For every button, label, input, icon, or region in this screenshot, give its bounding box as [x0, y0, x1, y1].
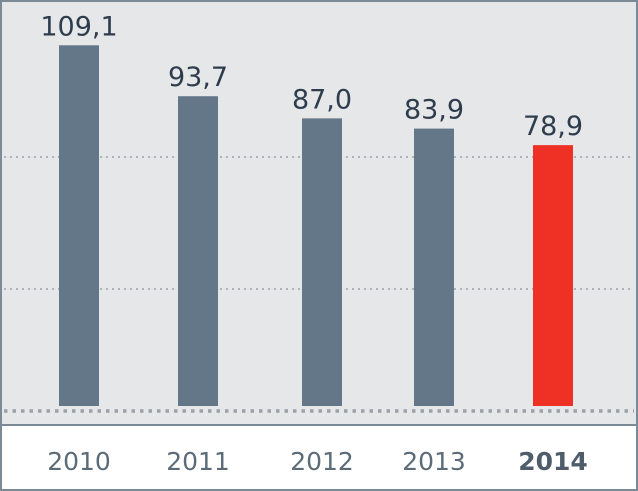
value-labels: 109,1 93,7 87,0 83,9 78,9	[40, 11, 583, 142]
value-label-2014: 78,9	[523, 111, 583, 142]
bars	[59, 45, 573, 406]
gridlines	[4, 156, 634, 413]
value-label-2011: 93,7	[168, 62, 228, 93]
category-label-2013: 2013	[402, 447, 466, 476]
bar-2012	[302, 118, 342, 406]
category-label-2011: 2011	[166, 447, 230, 476]
value-label-2012: 87,0	[292, 84, 352, 115]
bar-2014	[533, 145, 573, 406]
category-label-2012: 2012	[290, 447, 354, 476]
bar-2011	[178, 96, 218, 406]
category-label-2010: 2010	[47, 447, 111, 476]
category-labels: 2010 2011 2012 2013 2014	[47, 447, 588, 476]
bar-2013	[414, 128, 454, 406]
bar-2010	[59, 45, 99, 406]
value-label-2010: 109,1	[40, 11, 117, 42]
value-label-2013: 83,9	[404, 95, 464, 126]
category-label-2014: 2014	[518, 447, 588, 476]
